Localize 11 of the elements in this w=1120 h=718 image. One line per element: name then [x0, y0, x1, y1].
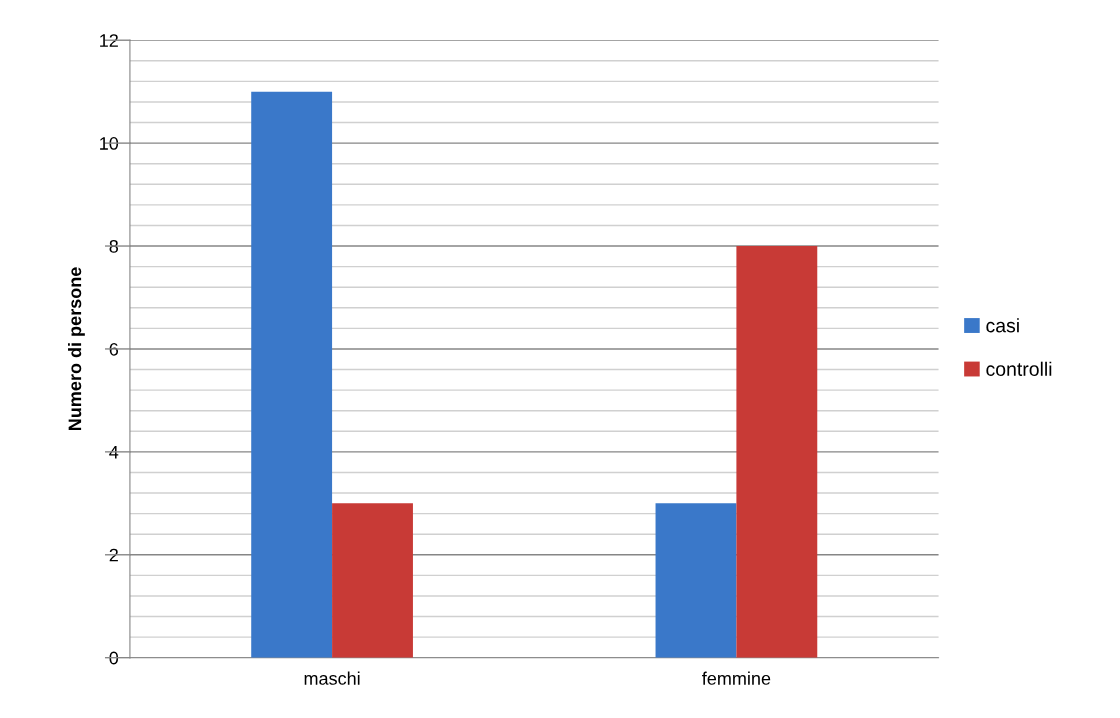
y-tick-label: 4	[109, 445, 119, 459]
y-tick-label: 2	[109, 548, 118, 562]
y-axis-title: Numero di persone	[68, 267, 85, 430]
x-tick-label: maschi	[304, 671, 360, 685]
legend-label: casi	[986, 318, 1019, 333]
y-tick-label: 10	[100, 137, 119, 150]
y-tick-label: 6	[109, 342, 119, 356]
y-tick-label: 12	[100, 34, 118, 47]
legend-label: controlli	[986, 361, 1052, 376]
x-tick-label: femmine	[702, 671, 771, 685]
y-tick-label: 8	[109, 239, 119, 253]
